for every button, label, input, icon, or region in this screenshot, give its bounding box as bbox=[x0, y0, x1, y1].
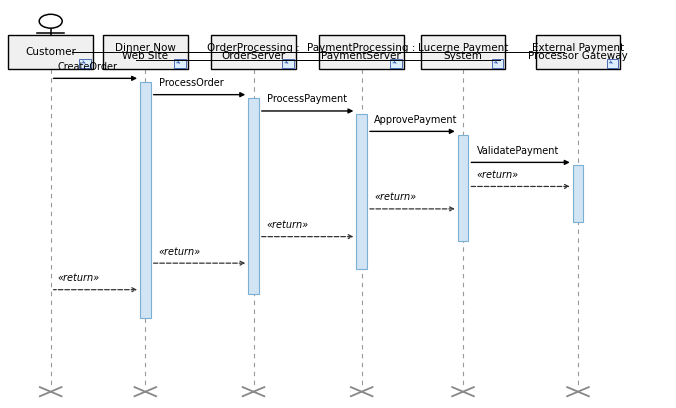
Text: Processor Gateway: Processor Gateway bbox=[528, 51, 627, 61]
Text: OrderProcessing :: OrderProcessing : bbox=[207, 43, 299, 53]
Text: «return»: «return» bbox=[477, 170, 519, 180]
Text: ValidatePayment: ValidatePayment bbox=[477, 146, 559, 156]
Text: PaymentProcessing :: PaymentProcessing : bbox=[307, 43, 416, 53]
Bar bbox=[140, 82, 151, 318]
Text: PaymentServer: PaymentServer bbox=[322, 51, 401, 61]
Bar bbox=[248, 98, 259, 294]
Bar bbox=[103, 35, 187, 69]
Bar bbox=[356, 114, 367, 269]
Bar bbox=[174, 59, 185, 68]
Bar bbox=[573, 165, 583, 222]
Bar bbox=[80, 59, 91, 68]
Bar bbox=[320, 35, 404, 69]
Text: System: System bbox=[443, 51, 482, 61]
Text: «return»: «return» bbox=[375, 192, 416, 202]
Text: «return»: «return» bbox=[159, 246, 201, 257]
Text: Customer: Customer bbox=[25, 47, 76, 57]
Bar bbox=[535, 35, 621, 69]
Text: ProcessPayment: ProcessPayment bbox=[267, 94, 347, 104]
Bar bbox=[420, 35, 506, 69]
Bar bbox=[8, 35, 93, 69]
Text: External Payment: External Payment bbox=[531, 43, 624, 53]
Text: «return»: «return» bbox=[58, 273, 100, 283]
Text: ProcessOrder: ProcessOrder bbox=[159, 78, 223, 88]
Text: OrderServer: OrderServer bbox=[221, 51, 285, 61]
Bar bbox=[492, 59, 503, 68]
Text: Web Site: Web Site bbox=[122, 51, 168, 61]
Bar bbox=[211, 35, 296, 69]
Text: ApprovePayment: ApprovePayment bbox=[375, 115, 458, 125]
Bar bbox=[391, 59, 402, 68]
Bar bbox=[458, 135, 468, 241]
Bar bbox=[282, 59, 293, 68]
Text: Dinner Now: Dinner Now bbox=[114, 43, 176, 53]
Bar bbox=[606, 59, 618, 68]
Text: Lucerne Payment: Lucerne Payment bbox=[418, 43, 508, 53]
Text: «return»: «return» bbox=[267, 220, 309, 230]
Text: CreateOrder: CreateOrder bbox=[58, 62, 118, 72]
